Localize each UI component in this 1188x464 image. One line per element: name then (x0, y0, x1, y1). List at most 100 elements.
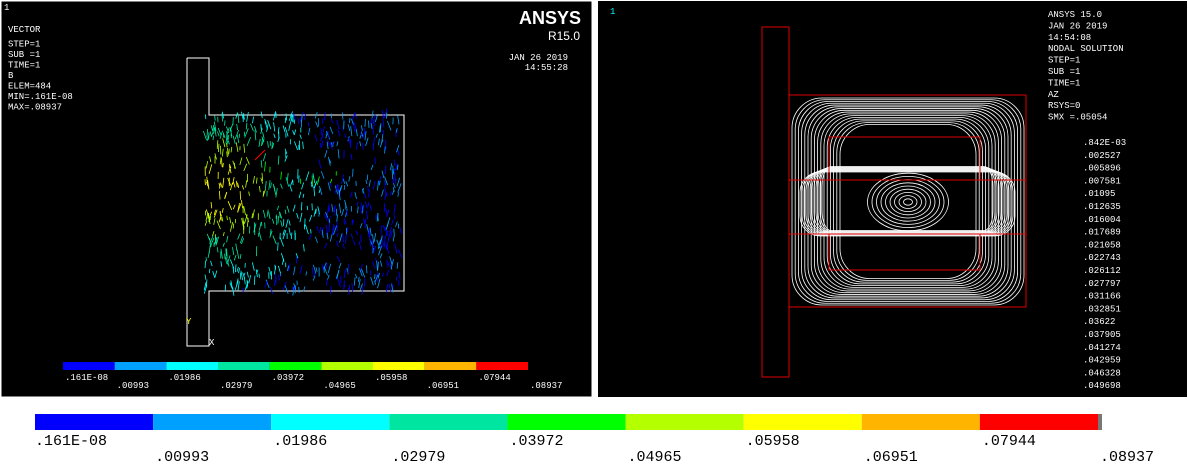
date: JAN 26 2019 (509, 53, 568, 63)
info-text: MAX=.08937 (8, 103, 62, 113)
info-text: B (8, 71, 14, 81)
colorbar-swatch (507, 414, 625, 430)
contour-value: .042959 (1083, 356, 1121, 366)
colorbar-label: .06951 (864, 449, 918, 464)
legend-label: .06951 (427, 381, 459, 391)
legend-label: .01986 (168, 373, 200, 383)
vector-arrow (375, 274, 376, 279)
legend-swatch (63, 362, 115, 370)
vector-arrow (384, 203, 385, 212)
legend-swatch (218, 362, 270, 370)
legend-label: .03972 (272, 373, 304, 383)
colorbar-label: .07944 (982, 433, 1036, 450)
vector-arrow (278, 242, 279, 250)
contour-value: .021058 (1083, 240, 1121, 250)
info-text: 14:54:08 (1048, 33, 1091, 43)
legend-label: .07944 (478, 373, 510, 383)
colorbar-swatch (626, 414, 744, 430)
colorbar-label: .161E-08 (35, 433, 107, 450)
info-text: JAN 26 2019 (1048, 21, 1107, 31)
contour-value: .037905 (1083, 330, 1121, 340)
legend-label: .02979 (220, 381, 252, 391)
contour-value: .002527 (1083, 151, 1121, 161)
time: 14:55:28 (525, 63, 568, 73)
legend-label: .05958 (375, 373, 407, 383)
legend-swatch (425, 362, 477, 370)
info-text: MIN=.161E-08 (8, 92, 73, 102)
axis-label: X (209, 338, 215, 348)
colorbar-swatch (744, 414, 862, 430)
contour-value: .016004 (1083, 215, 1121, 225)
info-text: TIME=1 (1048, 78, 1080, 88)
info-text: SUB =1 (8, 50, 40, 60)
vector-arrow (394, 229, 395, 237)
legend-swatch (321, 362, 373, 370)
colorbar-label: .04965 (628, 449, 682, 464)
contour-value: .031166 (1083, 292, 1121, 302)
vector-arrow (226, 248, 227, 256)
window-number: 1 (4, 3, 9, 13)
info-text: TIME=1 (8, 61, 40, 71)
contour-value: .012635 (1083, 202, 1121, 212)
colorbar-label: .01986 (273, 433, 327, 450)
contour-value: .01095 (1083, 189, 1115, 199)
page: 1 ANSYS R15.0 JAN 26 2019 14:55:28 Y X 1… (0, 0, 1188, 464)
vector-arrow (325, 112, 326, 120)
contour-value: .041274 (1083, 343, 1121, 353)
version: R15.0 (548, 29, 580, 43)
colorbar-swatch (271, 414, 389, 430)
contour-value: .026112 (1083, 266, 1121, 276)
window-number: 1 (610, 7, 615, 17)
info-text: AZ (1048, 90, 1059, 100)
legend-label: .00993 (117, 381, 149, 391)
vector-arrow (311, 229, 312, 233)
vector-arrow (322, 118, 323, 124)
colorbar-label: .05958 (746, 433, 800, 450)
vector-arrow (349, 118, 350, 123)
colorbar-label: .03972 (509, 433, 563, 450)
colorbar-label: .00993 (155, 449, 209, 464)
legend-label: .08937 (530, 381, 562, 391)
logo: ANSYS (519, 8, 581, 28)
contour-value: .049698 (1083, 381, 1121, 391)
colorbar-end (1098, 414, 1102, 430)
contour-value: .842E-03 (1083, 138, 1126, 148)
vector-arrow (366, 265, 367, 273)
contour-value: .005896 (1083, 164, 1121, 174)
vector-arrow (397, 262, 398, 268)
vector-arrow (369, 228, 370, 234)
legend-swatch (270, 362, 322, 370)
info-text: STEP=1 (8, 40, 40, 50)
legend-swatch (476, 362, 528, 370)
legend-label: .04965 (323, 381, 355, 391)
colorbar-swatch (153, 414, 271, 430)
vector-arrow (243, 113, 244, 122)
legend-swatch (115, 362, 167, 370)
contour-value: .007581 (1083, 176, 1121, 186)
info-text: ELEM=484 (8, 82, 51, 92)
vector-arrow (368, 121, 369, 128)
contour-value: .032851 (1083, 304, 1121, 314)
colorbar-swatch (35, 414, 153, 430)
info-text: STEP=1 (1048, 56, 1080, 66)
vector-arrow (228, 135, 229, 139)
vector-arrow (293, 286, 294, 290)
info-text: SMX =.05054 (1048, 113, 1107, 123)
legend-swatch (373, 362, 425, 370)
info-text: ANSYS 15.0 (1048, 10, 1102, 20)
axis-label: Y (186, 317, 192, 327)
legend-label: .161E-08 (65, 373, 108, 383)
screen: 1 ANSYS R15.0 JAN 26 2019 14:55:28 Y X 1… (0, 0, 1188, 464)
contour-value: .022743 (1083, 253, 1121, 263)
left-window (1, 1, 592, 397)
colorbar-swatch (389, 414, 507, 430)
colorbar-label: .02979 (391, 449, 445, 464)
contour-value: .03622 (1083, 317, 1115, 327)
info-text: NODAL SOLUTION (1048, 44, 1124, 54)
vector-arrow (222, 113, 223, 121)
vector-arrow (353, 169, 354, 177)
vector-arrow (233, 224, 234, 229)
legend-swatch (166, 362, 218, 370)
colorbar-swatch (862, 414, 980, 430)
colorbar-swatch (980, 414, 1098, 430)
